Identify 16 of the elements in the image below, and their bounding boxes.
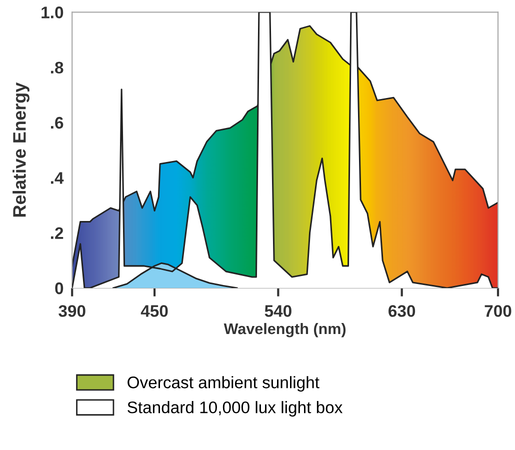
x-tick-label: 700 (484, 305, 512, 317)
y-tick-label: 0 (55, 282, 64, 294)
y-axis-title: Relative Energy (12, 82, 30, 217)
y-tick-label: .8 (51, 62, 64, 74)
line-series (72, 12, 498, 288)
y-tick-label: 1.0 (42, 6, 64, 18)
x-tick-label: 540 (264, 305, 292, 317)
y-tick-label: .2 (51, 227, 64, 239)
legend-label: Standard 10,000 lux light box (128, 401, 343, 417)
x-tick-label: 390 (58, 305, 86, 317)
x-axis-title: Wavelength (nm) (224, 322, 346, 338)
x-tick-label: 450 (140, 305, 168, 317)
legend-label: Overcast ambient sunlight (128, 376, 320, 392)
y-tick-label: .4 (51, 172, 64, 184)
y-tick-label: .6 (51, 116, 64, 129)
x-tick-label: 630 (388, 305, 416, 317)
